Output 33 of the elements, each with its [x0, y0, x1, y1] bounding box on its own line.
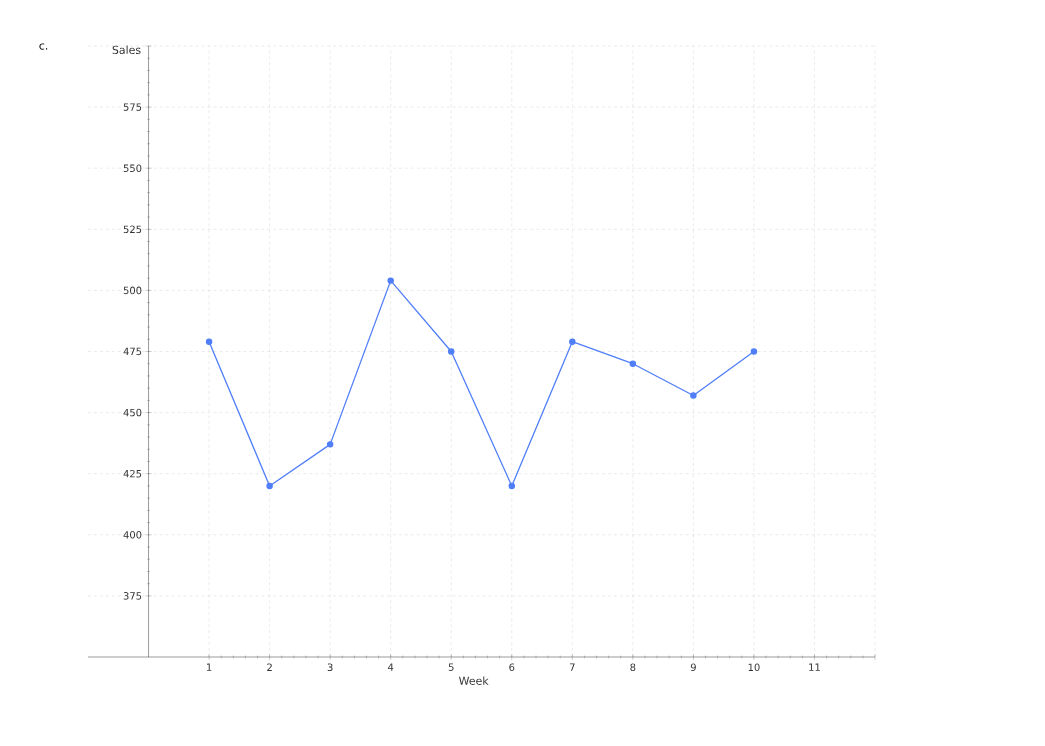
x-tick-label: 2 — [267, 663, 272, 671]
point — [629, 360, 637, 367]
point — [508, 482, 516, 490]
x-tick-label: 7 — [569, 663, 575, 671]
y-tick-label: 575 — [123, 103, 142, 111]
point — [205, 338, 213, 345]
y-tick-label: 475 — [123, 347, 142, 356]
point — [750, 348, 758, 355]
y-tick-label: 425 — [123, 469, 142, 478]
x-tick-label: 6 — [509, 663, 515, 672]
x-tick-label: 1 — [207, 663, 212, 671]
point — [569, 338, 576, 345]
y-tick-label: 550 — [123, 164, 142, 172]
x-tick-label: 3 — [327, 663, 333, 672]
y-tick-label: 450 — [123, 408, 142, 417]
y-tick-label: 525 — [123, 225, 142, 234]
x-axis-title: Week — [458, 676, 489, 685]
x-tick-label: 4 — [388, 663, 394, 671]
x-tick-label: 11 — [809, 663, 820, 671]
point — [447, 348, 455, 355]
point — [690, 392, 697, 399]
point — [387, 277, 394, 284]
x-tick-label: 10 — [748, 663, 760, 672]
y-tick-label: 375 — [123, 592, 142, 600]
point — [266, 482, 273, 490]
y-tick-label: 400 — [123, 531, 142, 539]
x-tick-label: 9 — [690, 663, 696, 672]
y-axis-title: Sales — [112, 45, 141, 55]
point — [326, 441, 334, 448]
x-tick-label: 8 — [630, 663, 636, 672]
text: c. — [39, 43, 48, 50]
x-tick-label: 5 — [448, 663, 454, 671]
y-tick-label: 500 — [123, 286, 142, 295]
